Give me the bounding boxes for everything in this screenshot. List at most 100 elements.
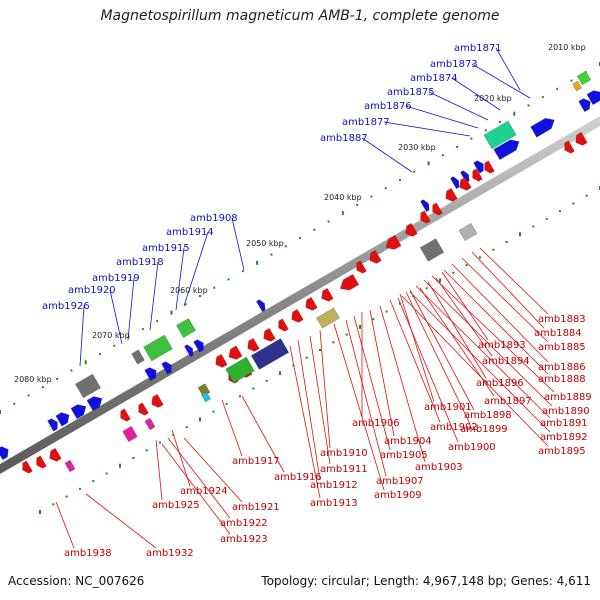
- reverse-gene-label: amb1905: [380, 450, 428, 461]
- reverse-gene: [247, 337, 260, 352]
- label-leader: [401, 295, 549, 447]
- reverse-gene-label: amb1916: [274, 472, 322, 483]
- track-dot: [585, 194, 588, 197]
- forward-gene: [86, 396, 103, 412]
- reverse-gene: [138, 402, 149, 416]
- track-dot: [184, 303, 187, 306]
- feature-box: [74, 373, 102, 399]
- feature-box: [131, 349, 145, 365]
- reverse-gene-label: amb1898: [464, 410, 512, 421]
- label-leader: [155, 439, 163, 501]
- label-leader: [79, 305, 85, 367]
- reverse-gene-label: amb1888: [538, 374, 586, 385]
- reverse-gene: [385, 234, 402, 250]
- track-dot: [572, 202, 575, 205]
- track-dot: [39, 510, 41, 514]
- track-dot: [113, 344, 116, 347]
- track-dot: [439, 278, 441, 283]
- reverse-gene: [151, 393, 164, 408]
- track-dot: [241, 270, 244, 273]
- track-dot: [41, 386, 44, 389]
- label-leader: [85, 493, 157, 549]
- track-dot: [299, 237, 301, 239]
- track-dot: [427, 161, 430, 166]
- reverse-gene-label: amb1893: [478, 340, 526, 351]
- reverse-gene: [369, 249, 382, 264]
- track-dot: [159, 441, 161, 444]
- label-leader: [428, 91, 489, 121]
- forward-gene-label: amb1873: [430, 59, 478, 70]
- forward-gene-label: amb1919: [92, 273, 140, 284]
- track-dot: [465, 264, 468, 267]
- track-dot: [199, 295, 201, 297]
- track-dot: [479, 256, 481, 259]
- scale-label: 2070 kbp: [92, 331, 130, 340]
- label-leader: [389, 299, 441, 423]
- track-dot: [65, 495, 68, 498]
- reverse-gene-label: amb1890: [542, 406, 590, 417]
- label-leader: [405, 105, 479, 129]
- accession-text: Accession: NC_007626: [8, 574, 145, 588]
- reverse-gene-label: amb1900: [448, 442, 496, 453]
- reverse-gene: [459, 176, 472, 191]
- reverse-gene: [472, 168, 483, 182]
- forward-gene-label: amb1875: [387, 87, 435, 98]
- track-dot: [341, 211, 344, 216]
- forward-gene-label: amb1887: [320, 133, 368, 144]
- forward-gene: [0, 446, 9, 461]
- scale-label: 2030 kbp: [398, 143, 436, 152]
- track-dot: [270, 253, 273, 256]
- forward-gene: [493, 139, 520, 161]
- feature-box: [315, 307, 341, 329]
- reverse-gene: [291, 308, 304, 323]
- track-dot: [492, 248, 495, 251]
- reverse-gene-label: amb1910: [320, 448, 368, 459]
- feature-box: [143, 334, 173, 362]
- track-dot: [265, 379, 268, 382]
- reverse-gene: [321, 287, 334, 302]
- track-dot: [141, 328, 144, 331]
- track-dot: [252, 387, 255, 390]
- reverse-gene-label: amb1924: [180, 486, 228, 497]
- label-leader: [495, 47, 521, 91]
- track-dot: [332, 341, 335, 344]
- forward-gene: [193, 339, 204, 353]
- track-dot: [0, 410, 1, 414]
- label-leader: [127, 277, 135, 341]
- forward-gene-label: amb1871: [454, 43, 502, 54]
- label-leader: [471, 63, 531, 99]
- track-dot: [545, 217, 548, 220]
- reverse-gene-label: amb1896: [476, 378, 524, 389]
- label-leader: [435, 277, 493, 357]
- reverse-gene: [278, 318, 289, 332]
- label-leader: [443, 269, 549, 375]
- label-leader: [479, 247, 549, 315]
- reverse-gene-label: amb1884: [534, 328, 582, 339]
- label-leader: [309, 335, 331, 465]
- reverse-gene: [215, 353, 228, 368]
- label-leader: [369, 309, 395, 437]
- label-leader: [451, 77, 501, 111]
- forward-gene: [47, 418, 58, 432]
- scale-label: 2010 kbp: [548, 43, 586, 52]
- feature-box: [122, 425, 138, 443]
- label-leader: [397, 297, 459, 443]
- feature-box: [250, 338, 290, 370]
- label-leader: [431, 275, 555, 393]
- track-dot: [84, 360, 87, 365]
- track-dot: [527, 104, 530, 107]
- reverse-gene-label: amb1894: [482, 356, 530, 367]
- forward-gene-label: amb1915: [142, 243, 190, 254]
- label-leader: [441, 271, 489, 341]
- forward-gene-label: amb1876: [364, 101, 412, 112]
- forward-gene: [70, 404, 87, 420]
- track-dot: [399, 302, 401, 305]
- reverse-gene: [36, 455, 47, 469]
- track-dot: [145, 449, 148, 452]
- track-dot: [452, 271, 455, 274]
- track-dot: [99, 353, 101, 355]
- reverse-gene-label: amb1912: [310, 480, 358, 491]
- track-dot: [292, 364, 295, 367]
- label-leader: [231, 217, 245, 271]
- track-dot: [56, 377, 59, 380]
